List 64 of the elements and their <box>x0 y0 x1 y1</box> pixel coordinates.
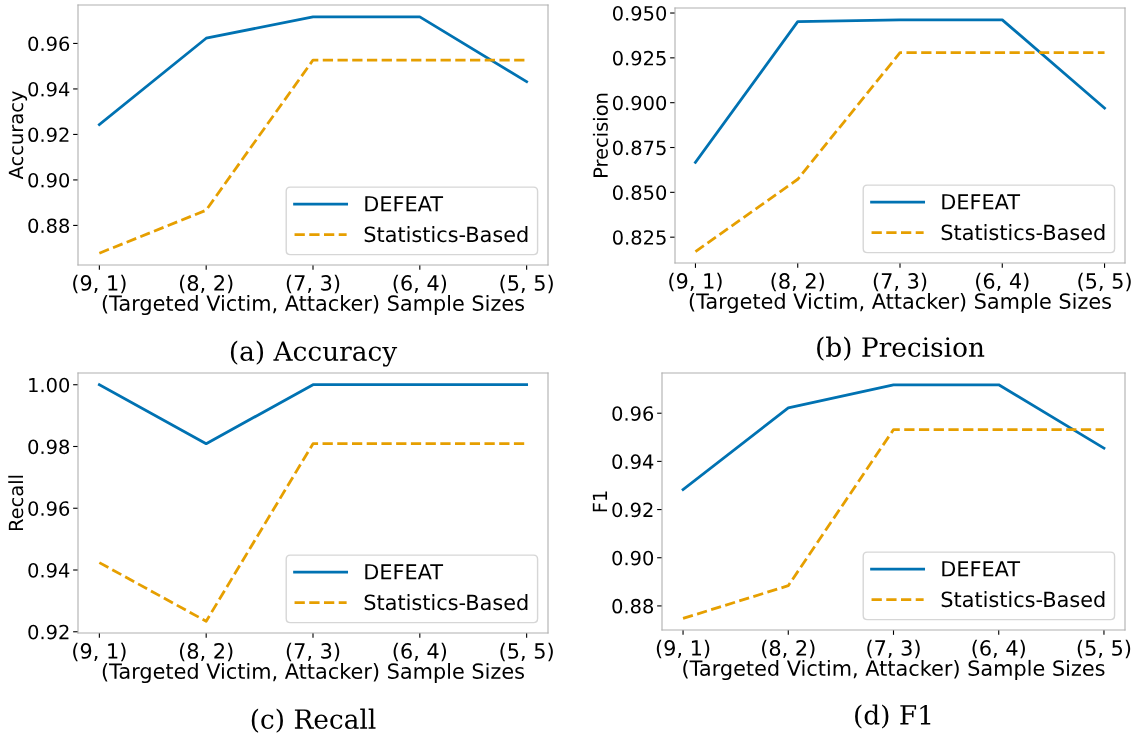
y-axis-title: Accuracy <box>8 91 28 180</box>
y-tick-label: 0.94 <box>28 81 70 97</box>
y-tick-label: 0.825 <box>612 230 666 245</box>
x-tick-label: (5, 5) <box>500 642 553 662</box>
x-tick-label: (7, 3) <box>286 274 340 294</box>
legend-label: Statistics-Based <box>941 224 1105 241</box>
line-series <box>97 15 529 127</box>
legend-label: Statistics-Based <box>941 591 1105 608</box>
y-tick-label: 0.98 <box>28 439 70 455</box>
x-axis-title: (Targeted Victim, Attacker) Sample Sizes <box>683 659 1105 681</box>
y-tick-label: 0.925 <box>612 50 666 66</box>
y-tick-label: 0.94 <box>612 454 654 470</box>
line-series <box>681 383 1106 491</box>
text: (c) Recall <box>251 708 376 733</box>
y-tick-label: 0.900 <box>612 95 667 111</box>
y-tick-label: 0.950 <box>612 5 667 21</box>
x-tick-label: (6, 4) <box>976 272 1029 292</box>
y-tick-label: 0.94 <box>28 562 70 578</box>
x-tick-label: (6, 4) <box>393 274 447 294</box>
x-tick-label: (8, 2) <box>179 642 233 662</box>
y-tick-label: 0.88 <box>28 218 70 234</box>
x-tick-label: (7, 3) <box>873 272 927 292</box>
x-tick-label: (8, 2) <box>771 272 824 292</box>
legend-label: Statistics-Based <box>364 226 528 243</box>
x-tick-label: (6, 4) <box>393 642 447 662</box>
x-axis-title: (Targeted Victim, Attacker) Sample Sizes <box>102 662 524 684</box>
y-tick-label: 0.96 <box>28 501 70 516</box>
x-tick-label: (6, 4) <box>972 639 1025 659</box>
legend-label: DEFEAT <box>942 561 1021 577</box>
y-tick-label: 0.96 <box>28 36 70 52</box>
x-tick-label: (9, 1) <box>669 272 722 292</box>
y-tick-label: 0.92 <box>612 502 653 518</box>
legend-label: DEFEAT <box>365 196 444 212</box>
x-tick-label: (7, 3) <box>867 639 920 659</box>
x-tick-label: (5, 5) <box>500 274 553 294</box>
y-tick-label: 0.850 <box>612 185 667 201</box>
y-tick-label: 0.88 <box>612 598 654 614</box>
y-tick-label: 0.92 <box>28 127 69 143</box>
x-tick-label: (5, 5) <box>1077 639 1131 659</box>
legend-label: Statistics-Based <box>364 594 528 611</box>
y-tick-label: 0.90 <box>28 172 70 188</box>
x-tick-label: (9, 1) <box>73 274 126 294</box>
x-tick-label: (8, 2) <box>179 274 233 294</box>
y-tick-label: 0.96 <box>612 406 654 421</box>
y-tick-label: 0.90 <box>612 550 654 566</box>
x-tick-label: (5, 5) <box>1078 272 1131 292</box>
y-tick-label: 0.875 <box>612 140 666 156</box>
x-tick-label: (9, 1) <box>73 642 126 662</box>
x-tick-label: (9, 1) <box>656 639 710 659</box>
line-series <box>694 18 1106 164</box>
y-axis-title: Recall <box>8 475 24 531</box>
text: (d) F1 <box>855 704 931 729</box>
y-tick-label: 1.00 <box>29 377 70 393</box>
x-axis-title: (Targeted Victim, Attacker) Sample Sizes <box>689 292 1111 314</box>
y-axis-title: Precision <box>592 93 608 177</box>
text: (a) Accuracy <box>230 340 398 367</box>
y-axis-title: F1 <box>592 491 608 512</box>
legend-label: DEFEAT <box>365 564 444 580</box>
x-tick-label: (8, 2) <box>762 639 815 659</box>
text: (b) Precision <box>817 336 985 361</box>
x-tick-label: (7, 3) <box>286 642 340 662</box>
legend-label: DEFEAT <box>942 194 1021 210</box>
y-tick-label: 0.92 <box>28 624 69 640</box>
x-axis-title: (Targeted Victim, Attacker) Sample Sizes <box>102 294 524 316</box>
